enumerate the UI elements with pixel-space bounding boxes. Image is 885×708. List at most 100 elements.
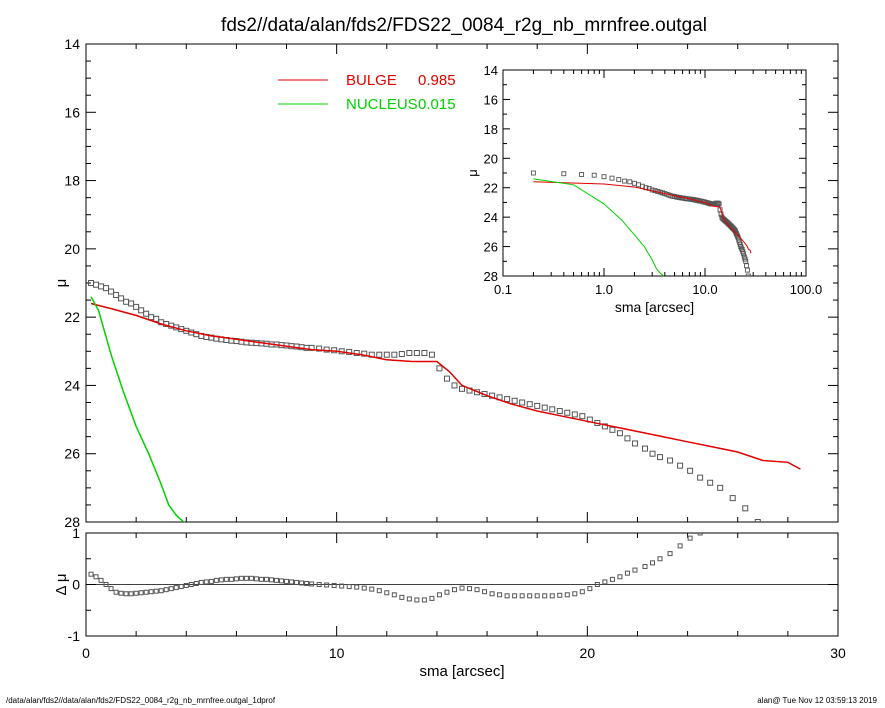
residual-point xyxy=(108,586,114,592)
residual-point xyxy=(339,583,345,589)
data-point xyxy=(677,462,684,469)
x-tick-label: 30 xyxy=(830,645,846,661)
inset-data-point xyxy=(622,178,628,184)
data-point xyxy=(421,349,428,356)
residual-point xyxy=(482,589,488,595)
data-point xyxy=(138,307,145,314)
residual-point xyxy=(708,528,712,532)
legend-entry-label: BULGE xyxy=(346,72,397,89)
residual-point xyxy=(143,589,149,595)
data-point xyxy=(323,346,330,353)
inset-data-point xyxy=(627,179,633,185)
inset-y-tick-label: 16 xyxy=(484,92,498,107)
y-tick-label: 24 xyxy=(64,377,80,393)
main-profile-panel: 14 16 18 20 22 24 26 28 μ xyxy=(53,36,839,559)
residual-point xyxy=(178,584,184,590)
chart-title: fds2//data/alan/fds2/FDS22_0084_r2g_nb_m… xyxy=(221,15,707,36)
residual-point xyxy=(93,574,99,580)
residual-point xyxy=(624,570,630,576)
residual-point xyxy=(572,591,578,597)
residual-point xyxy=(743,521,747,525)
inset-data-point xyxy=(591,172,597,178)
residual-point xyxy=(667,551,673,557)
residual-point xyxy=(294,579,300,585)
inset-data-point xyxy=(530,170,536,176)
residual-point xyxy=(289,579,295,585)
inset-data-point xyxy=(609,175,615,181)
data-point xyxy=(601,423,608,430)
residual-point xyxy=(304,580,310,586)
data-point xyxy=(556,408,563,415)
residual-point xyxy=(183,583,189,589)
data-point xyxy=(128,300,135,307)
residual-point xyxy=(414,597,420,603)
residual-point xyxy=(497,592,503,598)
data-point xyxy=(316,345,323,352)
legend-entry-label: NUCLEUS xyxy=(346,96,418,113)
data-point xyxy=(717,484,724,491)
residual-point xyxy=(650,560,656,566)
residual-point xyxy=(279,578,285,584)
y-tick-label: 14 xyxy=(64,36,80,52)
legend-entry-value: 0.985 xyxy=(418,72,456,89)
data-point xyxy=(616,430,623,437)
residual-point xyxy=(399,594,405,600)
residual-point xyxy=(274,577,280,583)
data-point xyxy=(361,350,368,357)
data-point xyxy=(624,435,631,442)
bulge-model-line xyxy=(90,302,801,470)
residual-point xyxy=(642,563,648,569)
inset-y-tick-label: 20 xyxy=(484,151,498,166)
residual-point xyxy=(602,579,608,585)
data-point xyxy=(413,349,420,356)
residual-point xyxy=(346,584,352,590)
residual-point xyxy=(557,592,563,598)
residual-point xyxy=(118,590,124,596)
inset-y-tick-label: 28 xyxy=(484,269,498,284)
residual-y-tick-label: 0 xyxy=(72,577,80,593)
residual-point xyxy=(153,588,159,594)
residual-point xyxy=(504,593,510,599)
residual-point xyxy=(193,580,199,586)
residual-point xyxy=(376,588,382,594)
inset-data-point xyxy=(744,267,750,273)
inset-frame xyxy=(502,69,807,277)
residual-point xyxy=(657,556,663,562)
residual-point xyxy=(123,591,129,597)
residual-y-tick-label: -1 xyxy=(68,628,81,644)
residual-point xyxy=(148,589,154,595)
residual-point xyxy=(768,516,772,520)
residual-point xyxy=(173,585,179,591)
data-point xyxy=(707,479,714,486)
data-point xyxy=(742,505,749,512)
x-axis-label: sma [arcsec] xyxy=(419,663,504,680)
residual-point xyxy=(436,592,442,598)
inset-data-point xyxy=(734,232,740,238)
data-point xyxy=(609,426,616,433)
y-axis-label: μ xyxy=(53,279,70,288)
residual-point xyxy=(284,578,290,584)
data-point xyxy=(391,351,398,358)
residual-point xyxy=(331,583,337,589)
residual-point xyxy=(687,535,693,541)
data-point xyxy=(631,440,638,447)
inset-y-tick-label: 14 xyxy=(484,63,498,78)
residual-point xyxy=(609,576,615,582)
data-point xyxy=(108,288,115,295)
residual-y-tick-label: 1 xyxy=(72,525,80,541)
inset-data-point xyxy=(716,201,722,207)
residual-point xyxy=(527,593,533,599)
residual-point xyxy=(128,591,134,597)
footer-filepath: /data/alan/fds2//data/alan/fds2/FDS22_00… xyxy=(6,696,276,705)
nucleus-model-line xyxy=(90,296,186,522)
residual-point xyxy=(223,576,229,582)
data-point xyxy=(775,554,780,559)
data-point xyxy=(451,382,458,389)
residual-point xyxy=(489,591,495,597)
data-point xyxy=(153,315,160,322)
data-point xyxy=(383,351,390,358)
data-point xyxy=(571,411,578,418)
data-point xyxy=(541,404,548,411)
residual-point xyxy=(361,585,367,591)
